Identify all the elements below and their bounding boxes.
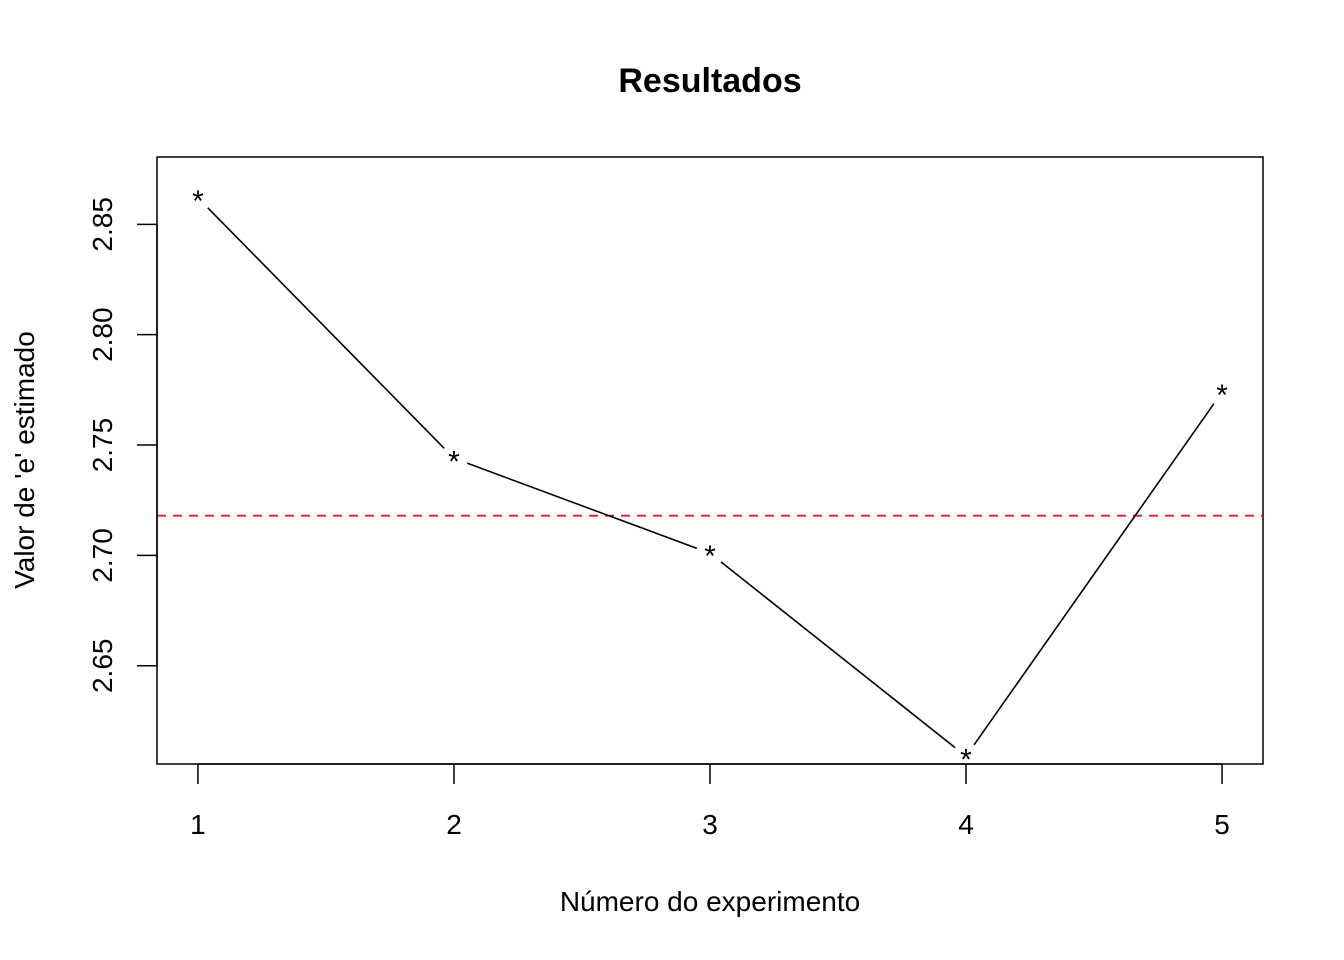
y-tick-label: 2.85 bbox=[87, 197, 118, 252]
x-tick-label: 2 bbox=[446, 809, 462, 840]
x-axis-label: Número do experimento bbox=[560, 886, 860, 917]
series-layer: * * * * * bbox=[192, 185, 1228, 776]
x-axis: 1 2 3 4 5 bbox=[190, 763, 1230, 840]
y-axis: 2.65 2.70 2.75 2.80 2.85 bbox=[87, 197, 158, 694]
series-segment bbox=[466, 462, 698, 550]
chart-title: Resultados bbox=[618, 62, 801, 100]
series-segment bbox=[207, 207, 445, 449]
x-tick-label: 3 bbox=[702, 809, 718, 840]
plot-frame bbox=[156, 156, 1264, 765]
data-point: * bbox=[704, 540, 716, 573]
series-segment bbox=[973, 403, 1215, 746]
x-tick-label: 4 bbox=[958, 809, 974, 840]
data-point: * bbox=[960, 743, 972, 776]
data-point: * bbox=[1216, 379, 1228, 412]
y-tick-label: 2.75 bbox=[87, 418, 118, 473]
y-axis-label: Valor de 'e' estimado bbox=[9, 331, 40, 589]
y-tick-label: 2.70 bbox=[87, 528, 118, 583]
data-point: * bbox=[448, 445, 460, 478]
y-tick-label: 2.80 bbox=[87, 307, 118, 362]
data-point: * bbox=[192, 185, 204, 218]
y-tick-label: 2.65 bbox=[87, 639, 118, 694]
x-tick-label: 1 bbox=[190, 809, 206, 840]
series-segment bbox=[720, 561, 956, 749]
x-tick-label: 5 bbox=[1214, 809, 1230, 840]
